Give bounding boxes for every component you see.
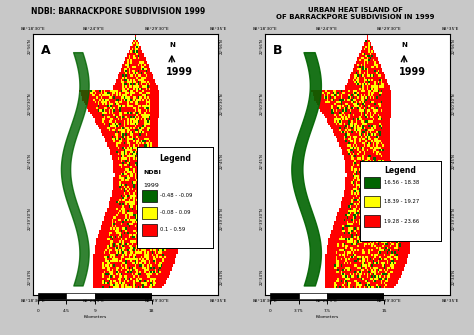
Text: 1999: 1999 [144, 183, 159, 188]
Text: 0.1 - 0.59: 0.1 - 0.59 [160, 227, 185, 232]
Text: 22°45'N: 22°45'N [27, 154, 31, 170]
Text: 22°39'30"N: 22°39'30"N [220, 208, 224, 230]
Bar [66, 293, 95, 298]
Bar [142, 207, 157, 219]
Text: 22°45'N: 22°45'N [260, 154, 264, 170]
Text: NDBI: NDBI [144, 170, 162, 175]
Text: 88°24'9"E: 88°24'9"E [315, 299, 337, 303]
Text: 22°45'N: 22°45'N [452, 154, 456, 170]
Text: N: N [401, 42, 407, 48]
Bar [270, 293, 299, 298]
Bar [364, 196, 380, 207]
Text: 88°35'E: 88°35'E [442, 27, 459, 31]
Bar [299, 293, 327, 298]
Text: 88°29'30"E: 88°29'30"E [377, 299, 401, 303]
Text: 22°50'30"N: 22°50'30"N [260, 93, 264, 115]
Text: 22°56'N: 22°56'N [260, 39, 264, 55]
Text: 88°18'30"E: 88°18'30"E [21, 27, 46, 31]
Text: 22°34'N: 22°34'N [220, 269, 224, 284]
Text: 88°35'E: 88°35'E [210, 299, 227, 303]
Text: 88°29'30"E: 88°29'30"E [145, 299, 169, 303]
Text: 22°56'N: 22°56'N [220, 39, 224, 55]
Bar [38, 293, 66, 298]
Text: 88°35'E: 88°35'E [210, 27, 227, 31]
Text: 88°18'30"E: 88°18'30"E [21, 299, 46, 303]
Text: 88°24'9"E: 88°24'9"E [315, 27, 337, 31]
Text: NDBI: BARRACKPORE SUBDIVISION 1999: NDBI: BARRACKPORE SUBDIVISION 1999 [31, 7, 206, 16]
Text: 22°34'N: 22°34'N [260, 269, 264, 284]
Text: B: B [273, 44, 283, 57]
Text: 22°45'N: 22°45'N [220, 154, 224, 170]
Text: 22°34'N: 22°34'N [27, 269, 31, 284]
Text: 22°39'30"N: 22°39'30"N [452, 208, 456, 230]
Text: Kilometers: Kilometers [315, 315, 339, 319]
Text: 88°24'9"E: 88°24'9"E [83, 27, 105, 31]
Text: 22°56'N: 22°56'N [452, 39, 456, 55]
Bar [95, 293, 152, 298]
Text: -0.48 - -0.09: -0.48 - -0.09 [160, 193, 192, 198]
Bar [364, 215, 380, 227]
Text: Legend: Legend [159, 154, 191, 163]
Text: 1999: 1999 [399, 67, 426, 77]
Text: A: A [41, 44, 50, 57]
Text: 1999: 1999 [166, 67, 193, 77]
Text: 19.28 - 23.66: 19.28 - 23.66 [384, 219, 419, 223]
Text: N: N [169, 42, 175, 48]
Text: 88°18'30"E: 88°18'30"E [253, 299, 278, 303]
Text: 88°24'9"E: 88°24'9"E [83, 299, 105, 303]
Text: 88°35'E: 88°35'E [442, 299, 459, 303]
Text: 88°29'30"E: 88°29'30"E [145, 27, 169, 31]
Text: 22°56'N: 22°56'N [27, 39, 31, 55]
Text: Kilometers: Kilometers [83, 315, 107, 319]
Text: 22°34'N: 22°34'N [452, 269, 456, 284]
Bar [142, 224, 157, 236]
Text: 18.39 - 19.27: 18.39 - 19.27 [384, 199, 419, 204]
Text: 22°50'30"N: 22°50'30"N [220, 93, 224, 115]
Text: 16.56 - 18.38: 16.56 - 18.38 [384, 180, 419, 185]
Text: Legend: Legend [384, 166, 417, 176]
Bar [142, 190, 157, 202]
Bar [327, 293, 384, 298]
Text: 22°39'30"N: 22°39'30"N [260, 208, 264, 230]
Text: 88°29'30"E: 88°29'30"E [377, 27, 401, 31]
Text: 22°50'30"N: 22°50'30"N [27, 93, 31, 115]
Text: -0.08 - 0.09: -0.08 - 0.09 [160, 210, 191, 215]
Bar [364, 177, 380, 188]
Text: 22°39'30"N: 22°39'30"N [27, 208, 31, 230]
Text: 88°18'30"E: 88°18'30"E [253, 27, 278, 31]
Text: URBAN HEAT ISLAND OF
OF BARRACKPORE SUBDIVISION IN 1999: URBAN HEAT ISLAND OF OF BARRACKPORE SUBD… [276, 7, 435, 20]
Text: 22°50'30"N: 22°50'30"N [452, 93, 456, 115]
